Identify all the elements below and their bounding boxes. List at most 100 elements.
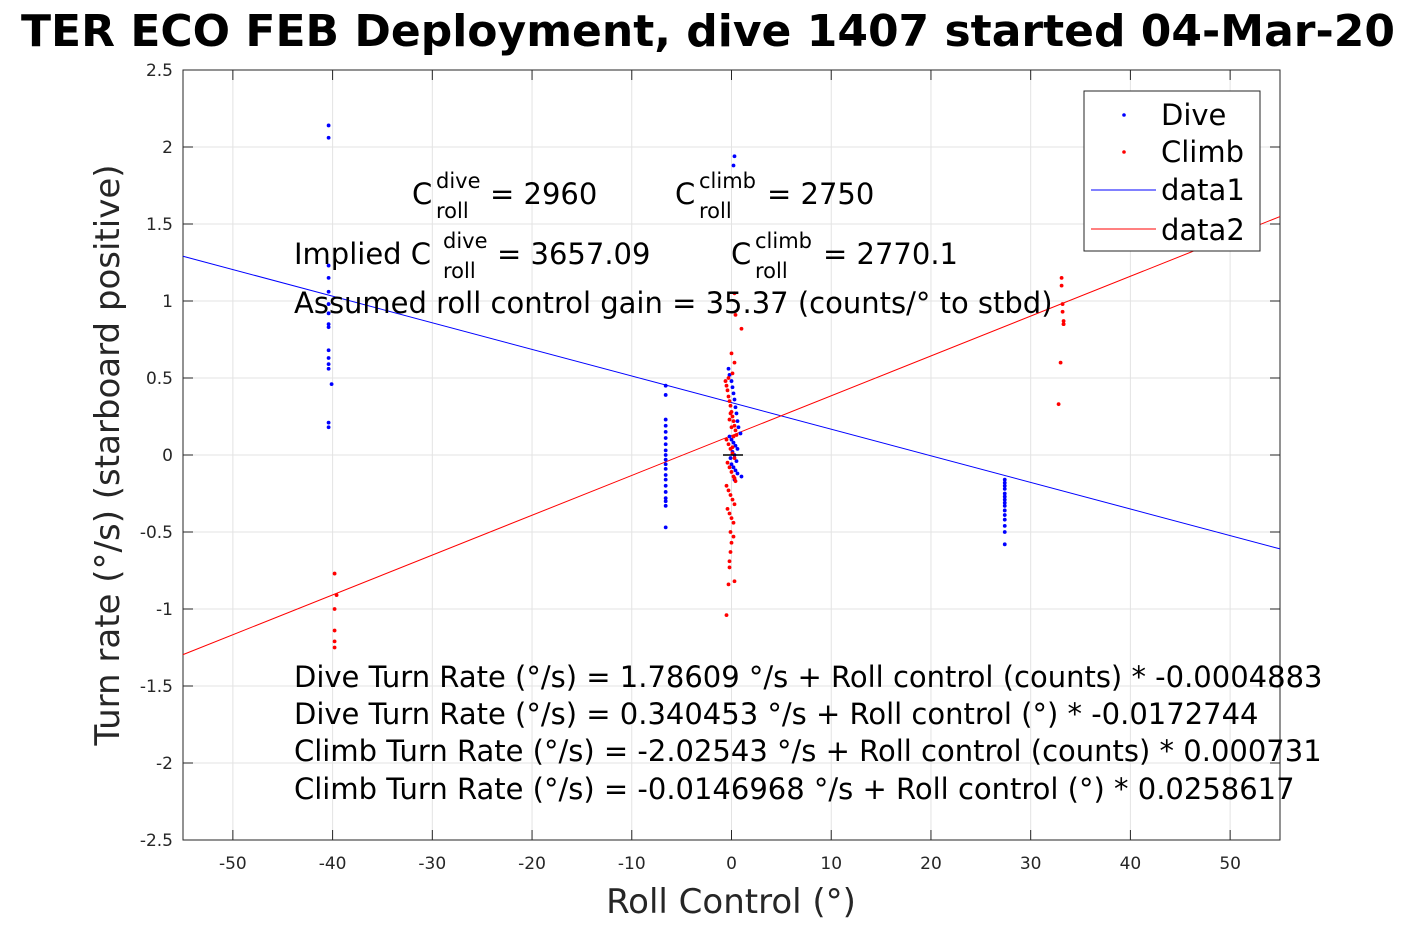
point-dive <box>663 490 668 494</box>
point-climb <box>1061 319 1066 323</box>
point-climb <box>1059 283 1064 288</box>
point-climb <box>727 399 732 403</box>
legend-label-data2: data2 <box>1161 213 1245 247</box>
point-dive <box>1002 500 1007 505</box>
point-climb <box>726 394 731 399</box>
x-tick-label: 40 <box>1120 854 1142 874</box>
point-climb <box>725 388 730 393</box>
point-climb <box>1058 360 1063 365</box>
x-tick-label: 50 <box>1219 854 1241 874</box>
point-climb <box>724 383 729 388</box>
point-climb <box>732 502 737 507</box>
x-tick-label: 30 <box>1020 854 1042 874</box>
y-tick-label: -1.5 <box>140 677 173 697</box>
point-dive <box>663 499 668 504</box>
point-dive <box>731 163 736 168</box>
point-dive <box>663 477 668 482</box>
point-dive <box>726 366 731 371</box>
point-climb <box>732 456 737 460</box>
legend-box <box>1083 90 1261 252</box>
point-climb <box>725 460 730 465</box>
point-climb <box>727 565 732 570</box>
point-dive <box>1002 513 1007 517</box>
point-dive <box>326 276 331 280</box>
point-dive <box>663 453 668 457</box>
point-dive <box>326 123 331 128</box>
point-dive <box>663 457 668 462</box>
y-tick-label: -1 <box>156 600 173 620</box>
y-tick-label: 0.5 <box>146 369 173 389</box>
annotation-implied-dive-sub: roll <box>443 259 476 283</box>
point-dive <box>738 431 743 436</box>
legend-marker-dive <box>1122 113 1126 117</box>
point-climb <box>729 516 734 521</box>
point-climb <box>332 639 337 644</box>
annotation-implied-climb-sub: roll <box>755 259 788 283</box>
annotation-c-roll-climb-value: = 2750 <box>767 177 874 211</box>
point-climb <box>727 417 732 422</box>
point-dive <box>326 325 331 330</box>
point-climb <box>727 559 732 564</box>
x-tick-label: 10 <box>820 854 842 874</box>
point-dive <box>730 385 735 390</box>
point-climb <box>726 442 731 447</box>
point-dive <box>1002 486 1007 491</box>
annotation-implied-dive: Implied C dive roll = 3657.09 <box>294 229 650 283</box>
annotation-c-roll-dive-value: = 2960 <box>490 177 597 211</box>
point-dive <box>736 425 741 430</box>
point-dive <box>663 417 668 422</box>
point-climb <box>730 497 735 502</box>
legend-label-dive: Dive <box>1161 98 1226 132</box>
annotation-implied-climb-value: = 2770.1 <box>823 237 958 271</box>
point-dive <box>1002 523 1007 528</box>
point-climb <box>729 351 734 356</box>
point-dive <box>735 471 740 476</box>
point-climb <box>727 465 732 470</box>
point-dive <box>1002 530 1007 534</box>
annotation-implied-climb-C: C <box>731 237 751 271</box>
point-climb <box>1060 302 1065 306</box>
y-tick-label: 2.5 <box>146 61 173 81</box>
fit-line-data1 <box>182 255 1281 550</box>
fit-line-data2 <box>182 216 1281 656</box>
point-dive <box>1002 503 1007 508</box>
point-climb <box>726 488 731 493</box>
point-climb <box>724 613 729 618</box>
point-climb <box>729 540 734 545</box>
point-dive <box>733 443 738 448</box>
point-dive <box>731 391 736 396</box>
point-dive <box>1002 483 1007 488</box>
point-dive <box>1002 480 1007 485</box>
point-dive <box>326 425 331 430</box>
point-dive <box>733 468 738 473</box>
point-climb <box>332 628 337 633</box>
point-climb <box>731 419 736 424</box>
point-dive <box>729 379 734 383</box>
point-dive <box>663 473 668 477</box>
point-climb <box>728 403 733 408</box>
point-climb <box>732 423 737 428</box>
annotation-c-roll-dive-C: C <box>412 177 432 211</box>
point-dive <box>663 466 668 471</box>
point-dive <box>729 437 734 442</box>
y-tick-label: 0 <box>162 446 173 466</box>
point-climb <box>725 507 730 511</box>
point-dive <box>663 503 668 508</box>
point-dive <box>326 366 331 371</box>
point-dive <box>663 462 668 467</box>
point-climb <box>334 593 339 598</box>
point-dive <box>731 440 736 445</box>
point-dive <box>663 442 668 447</box>
point-dive <box>326 322 331 326</box>
point-dive <box>733 405 738 410</box>
point-dive <box>663 448 668 453</box>
y-tick-label: 2 <box>162 138 173 158</box>
point-dive <box>329 382 334 387</box>
point-dive <box>663 496 668 501</box>
point-climb <box>332 571 337 576</box>
point-dive <box>663 436 668 440</box>
point-climb <box>739 326 744 331</box>
annotation-implied-dive-sup: dive <box>443 229 488 253</box>
point-dive <box>326 289 331 294</box>
point-climb <box>732 579 737 584</box>
